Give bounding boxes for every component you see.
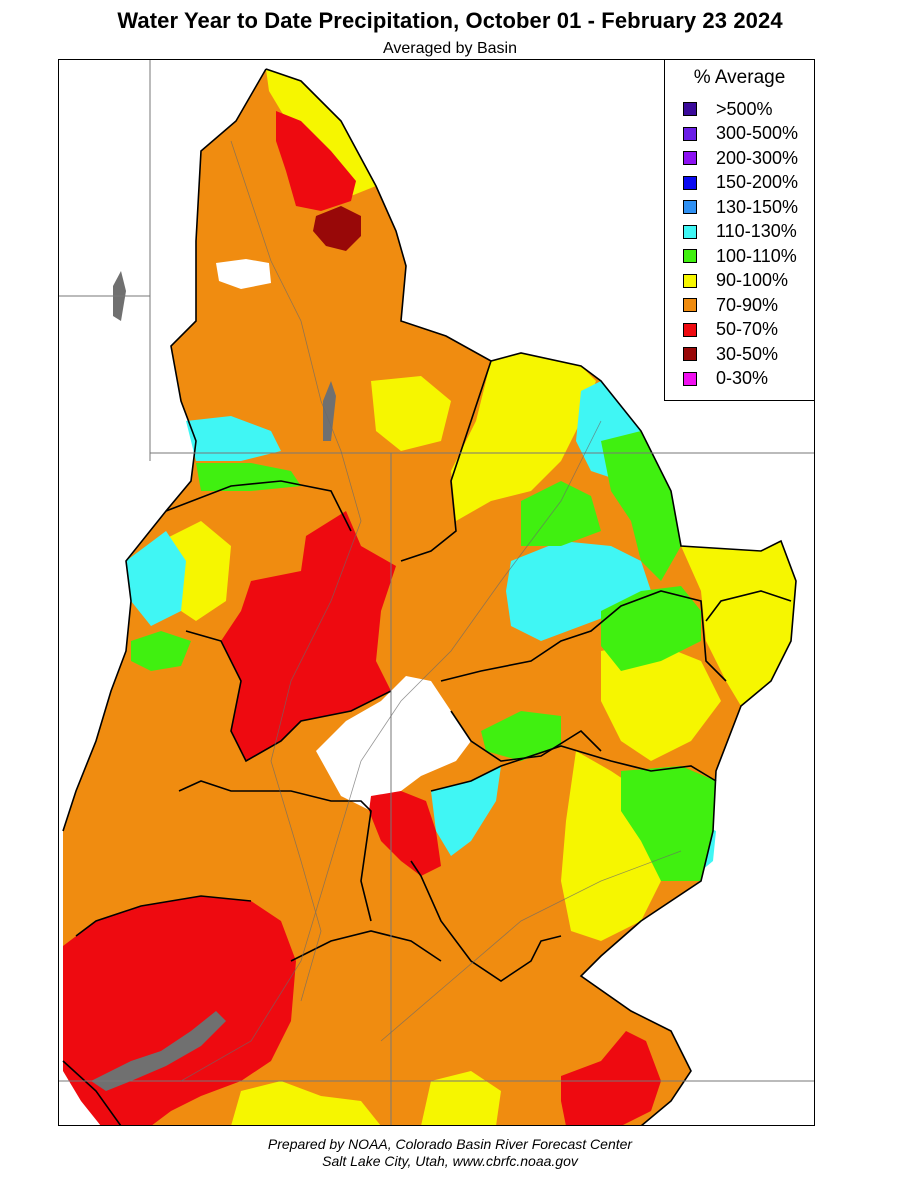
- no-data-area-north: [216, 259, 271, 289]
- legend-swatch: [683, 224, 697, 239]
- legend-swatch: [683, 126, 697, 141]
- legend-item: 0-30%: [683, 368, 768, 390]
- legend-item: 90-100%: [683, 270, 788, 292]
- basin-region-110-130-central: [506, 541, 651, 641]
- basin-region-90-100-northeast: [451, 353, 596, 521]
- rivers: [180, 140, 682, 1082]
- legend-swatch: [683, 151, 697, 165]
- legend-swatch: [683, 322, 697, 337]
- legend-item: 300-500%: [683, 123, 798, 145]
- basin-region-100-110-central: [521, 481, 601, 546]
- legend-item: 70-90%: [683, 294, 778, 316]
- basin-region-50-70-central: [221, 511, 396, 761]
- reservoir-flaming-gorge: [323, 381, 336, 441]
- basin-region-100-110-west: [131, 631, 191, 671]
- legend-label: 200-300%: [716, 147, 799, 168]
- legend-swatch: [683, 200, 697, 214]
- legend-label: 70-90%: [716, 294, 779, 315]
- no-data-area-central: [316, 676, 471, 811]
- legend-label: 130-150%: [716, 196, 799, 217]
- legend-swatch: [683, 249, 697, 263]
- legend-label: 30-50%: [716, 343, 779, 364]
- legend-item: 130-150%: [683, 196, 798, 218]
- legend-item: 100-110%: [683, 245, 797, 267]
- footer-location: Salt Lake City, Utah, www.cbrfc.noaa.gov: [322, 1153, 578, 1169]
- legend-swatch: [683, 298, 697, 312]
- legend-swatch: [683, 347, 697, 361]
- basin-map-graphic: [59, 60, 814, 1125]
- basin-region-100-110-east: [601, 586, 701, 671]
- basin-region-50-70-southeast: [561, 1031, 661, 1125]
- basin-boundary-lower: [75, 895, 442, 962]
- legend-item: 110-130%: [683, 221, 797, 243]
- basin-region-110-130-nw: [186, 416, 281, 461]
- basin-region-90-100-south: [231, 1081, 381, 1125]
- river-san-juan: [380, 850, 682, 1042]
- basin-boundary-west: [62, 68, 267, 1125]
- reservoir-lake-powell: [91, 1011, 226, 1091]
- river-green: [230, 140, 362, 1002]
- map-legend: % Average >500% 300-500% 200-300% 150-200% 1…: [664, 59, 815, 401]
- legend-swatch: [683, 371, 697, 386]
- legend-item: 150-200%: [683, 172, 798, 194]
- basin-region-50-70-south-central: [369, 791, 441, 876]
- legend-swatch: [683, 175, 697, 190]
- basin-region-30-50: [313, 206, 361, 251]
- basin-region-90-100-south2: [421, 1071, 501, 1125]
- basin-boundaries: [62, 68, 797, 1125]
- basin-region-110-130-west: [126, 531, 186, 626]
- basin-region-100-110-ne: [601, 431, 681, 581]
- basin-boundary-south-central: [178, 780, 372, 922]
- basin-region-100-110-mid: [481, 711, 561, 761]
- basin-region-90-100-mid: [601, 641, 721, 761]
- basin-boundary-outer: [265, 68, 797, 1125]
- basin-region-50-70-north: [276, 111, 356, 211]
- basin-boundary-east-small: [705, 590, 792, 622]
- basin-boundary-escalante: [410, 860, 562, 982]
- legend-label: 100-110%: [716, 245, 797, 266]
- legend-label: 50-70%: [716, 319, 779, 339]
- legend-label: 300-500%: [716, 123, 799, 143]
- legend-item: 50-70%: [683, 319, 778, 341]
- legend-item: >500%: [683, 98, 773, 120]
- state-boundaries: [59, 60, 814, 1125]
- legend-label: 0-30%: [716, 368, 769, 388]
- basin-boundary-central-north: [400, 360, 492, 562]
- legend-swatch: [683, 273, 697, 288]
- river-colorado: [180, 420, 602, 1082]
- legend-label: 150-200%: [716, 172, 799, 192]
- basin-region-90-100-north: [266, 69, 376, 196]
- legend-title: % Average: [693, 67, 786, 88]
- legend-item: 200-300%: [683, 147, 798, 169]
- legend-label: 90-100%: [716, 270, 789, 290]
- basin-boundary-green-yampa: [165, 480, 352, 532]
- basin-region-100-110-nw: [196, 463, 301, 491]
- legend-swatch: [683, 102, 697, 116]
- legend-label: 110-130%: [716, 221, 797, 241]
- basin-region-90-100-nw: [371, 376, 451, 451]
- legend-label: >500%: [716, 98, 773, 119]
- map-title: Water Year to Date Precipitation, Octobe…: [117, 8, 783, 33]
- basin-boundary-gunnison: [440, 590, 727, 682]
- basin-region-110-130-south: [431, 766, 501, 856]
- map-subtitle: Averaged by Basin: [382, 40, 517, 57]
- legend-item: 30-50%: [683, 343, 778, 365]
- basin-boundary-white: [185, 630, 392, 763]
- basin-boundary-san-juan: [430, 745, 717, 792]
- basin-region-90-100-east: [681, 541, 796, 706]
- basin-region-100-110-se: [621, 766, 716, 881]
- footer-credit: Prepared by NOAA, Colorado Basin River F…: [267, 1136, 633, 1152]
